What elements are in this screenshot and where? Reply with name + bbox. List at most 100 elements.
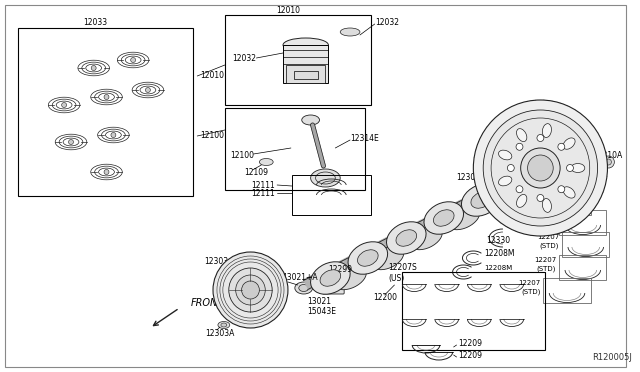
Text: 12032: 12032 xyxy=(232,54,256,62)
Circle shape xyxy=(521,148,560,188)
Ellipse shape xyxy=(320,270,340,286)
Text: (US): (US) xyxy=(388,273,404,282)
Ellipse shape xyxy=(424,202,463,234)
Text: 12100: 12100 xyxy=(230,151,254,160)
Circle shape xyxy=(236,275,265,305)
Bar xyxy=(403,272,545,350)
Text: 12100: 12100 xyxy=(200,131,224,140)
Bar xyxy=(562,232,609,257)
Text: 12109: 12109 xyxy=(244,167,269,176)
Ellipse shape xyxy=(358,250,378,266)
Ellipse shape xyxy=(499,150,512,160)
Text: 12111: 12111 xyxy=(252,180,275,189)
Text: 12207: 12207 xyxy=(518,192,540,198)
Text: 12208M: 12208M xyxy=(484,265,513,271)
Circle shape xyxy=(145,87,150,93)
Circle shape xyxy=(483,110,598,226)
Ellipse shape xyxy=(295,282,312,294)
Bar xyxy=(292,175,371,215)
Circle shape xyxy=(111,132,116,138)
Ellipse shape xyxy=(283,38,328,52)
Text: 12207: 12207 xyxy=(537,234,559,240)
Ellipse shape xyxy=(310,169,340,187)
Ellipse shape xyxy=(218,321,230,328)
Ellipse shape xyxy=(387,222,426,254)
Circle shape xyxy=(104,94,109,99)
Ellipse shape xyxy=(299,285,308,292)
Bar xyxy=(225,15,371,105)
Circle shape xyxy=(242,281,259,299)
Circle shape xyxy=(516,143,523,150)
Ellipse shape xyxy=(447,206,479,230)
Bar xyxy=(294,71,317,79)
Text: 12310A: 12310A xyxy=(594,151,623,160)
Text: 13021+A: 13021+A xyxy=(282,273,317,282)
Ellipse shape xyxy=(301,115,319,125)
Text: 12032: 12032 xyxy=(375,17,399,26)
Ellipse shape xyxy=(433,210,454,226)
Bar xyxy=(543,190,591,215)
Text: FRONT: FRONT xyxy=(190,298,223,308)
Text: 12207S: 12207S xyxy=(388,263,417,273)
Text: 12303A: 12303A xyxy=(205,328,234,337)
Circle shape xyxy=(558,143,564,150)
Ellipse shape xyxy=(334,266,366,290)
Circle shape xyxy=(566,164,573,171)
Text: 12200: 12200 xyxy=(372,294,397,302)
Text: 12111: 12111 xyxy=(252,189,275,198)
Bar xyxy=(18,28,193,196)
Circle shape xyxy=(92,65,96,71)
Ellipse shape xyxy=(499,176,512,186)
Text: 12209: 12209 xyxy=(458,339,483,347)
Ellipse shape xyxy=(348,242,388,274)
Bar xyxy=(559,255,607,280)
Bar xyxy=(559,210,607,235)
Text: 12333: 12333 xyxy=(551,144,575,153)
Text: 12209: 12209 xyxy=(458,350,483,359)
Bar xyxy=(286,65,325,83)
Text: 12207: 12207 xyxy=(534,212,556,218)
Text: (STD): (STD) xyxy=(540,243,559,249)
Text: 12331: 12331 xyxy=(514,138,538,148)
Circle shape xyxy=(537,135,544,141)
Ellipse shape xyxy=(516,195,527,207)
Text: 12314E: 12314E xyxy=(350,134,379,142)
Ellipse shape xyxy=(563,138,575,149)
Circle shape xyxy=(104,170,109,174)
Circle shape xyxy=(602,156,614,168)
Circle shape xyxy=(131,58,136,62)
Circle shape xyxy=(508,164,515,171)
Ellipse shape xyxy=(493,183,513,197)
Ellipse shape xyxy=(340,28,360,36)
Ellipse shape xyxy=(310,262,350,294)
Text: 12010: 12010 xyxy=(200,71,224,80)
Ellipse shape xyxy=(542,199,552,212)
Text: 12033: 12033 xyxy=(84,17,108,26)
FancyBboxPatch shape xyxy=(323,276,344,294)
Text: 12207: 12207 xyxy=(534,257,556,263)
Circle shape xyxy=(527,155,553,181)
Text: R120005J: R120005J xyxy=(591,353,632,362)
Text: (STD): (STD) xyxy=(537,221,556,227)
Ellipse shape xyxy=(371,246,404,270)
Circle shape xyxy=(228,268,272,312)
Bar xyxy=(225,108,365,190)
Circle shape xyxy=(68,140,74,144)
Text: (STD): (STD) xyxy=(521,289,540,295)
Text: 13021: 13021 xyxy=(308,298,332,307)
Ellipse shape xyxy=(571,164,585,173)
Ellipse shape xyxy=(337,272,349,280)
Ellipse shape xyxy=(471,192,492,208)
Ellipse shape xyxy=(221,323,227,327)
Ellipse shape xyxy=(461,184,501,216)
Ellipse shape xyxy=(259,158,273,166)
Text: 12208M: 12208M xyxy=(484,248,515,257)
Text: 12303F: 12303F xyxy=(456,173,485,182)
Ellipse shape xyxy=(396,230,417,246)
Circle shape xyxy=(605,159,611,165)
Bar xyxy=(283,45,328,83)
Text: (STD): (STD) xyxy=(521,201,540,207)
Text: 12330: 12330 xyxy=(486,235,510,244)
Circle shape xyxy=(61,103,67,108)
Text: 12010: 12010 xyxy=(276,6,300,15)
